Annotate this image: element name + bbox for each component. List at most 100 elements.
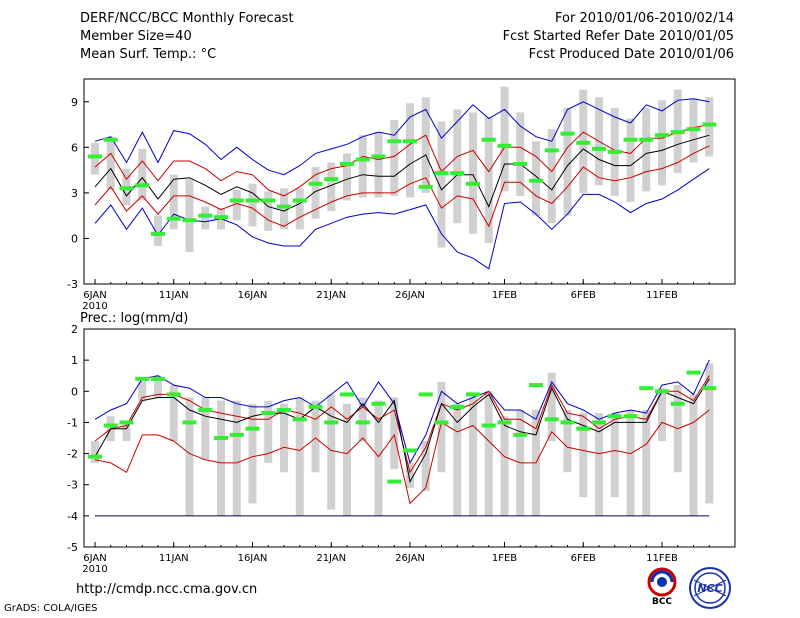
precipitation-median-22 <box>434 420 449 425</box>
temperature-ytick-label-0: -3 <box>67 278 78 291</box>
grads-credit: GrADS: COLA/IGES <box>4 603 98 614</box>
precipitation-box-9 <box>232 400 241 516</box>
temperature-median-8 <box>214 215 228 220</box>
temperature-median-18 <box>371 154 386 159</box>
precipitation-median-11 <box>261 411 276 416</box>
precipitation-median-28 <box>529 383 543 388</box>
temperature-median-37 <box>670 130 685 135</box>
temperature-ytick-label-4: 9 <box>71 96 78 109</box>
precipitation-median-29 <box>544 417 559 422</box>
precipitation-median-38 <box>686 370 701 375</box>
precipitation-median-4 <box>151 376 165 381</box>
temperature-box-21 <box>421 97 430 193</box>
precipitation-box-16 <box>343 403 351 516</box>
temperature-box-27 <box>516 112 525 196</box>
temperature-xtick-label-1: 11JAN <box>159 290 189 301</box>
temperature-median-26 <box>497 143 512 148</box>
temperature-median-22 <box>434 171 449 176</box>
precipitation-xtick-label-3: 21JAN <box>316 553 346 564</box>
precipitation-box-22 <box>437 381 446 473</box>
precip-title: Prec.: log(mm/d) <box>80 311 188 326</box>
precipitation-year-label: 2010 <box>82 564 107 575</box>
temperature-box-36 <box>658 100 666 186</box>
produced-date-label: Fcst Produced Date 2010/01/06 <box>528 47 734 62</box>
ncc-logo-text: NCC <box>697 582 722 595</box>
temperature-median-13 <box>292 198 307 203</box>
temperature-box-0 <box>91 142 99 175</box>
precipitation-box-11 <box>264 400 273 463</box>
temperature-box-11 <box>264 191 273 231</box>
temperature-median-23 <box>450 171 465 176</box>
precipitation-median-16 <box>340 392 354 397</box>
temperature-median-29 <box>544 148 559 153</box>
precipitation-median-3 <box>135 376 150 381</box>
precipitation-box-18 <box>374 400 383 516</box>
ncc-logo-icon: NCC <box>689 567 731 609</box>
temperature-median-32 <box>592 146 606 151</box>
precipitation-median-18 <box>371 401 386 406</box>
precipitation-box-4 <box>154 375 162 398</box>
precipitation-box-30 <box>563 409 572 473</box>
precipitation-median-39 <box>702 386 717 391</box>
source-url[interactable]: http://cmdp.ncc.cma.gov.cn <box>76 582 258 597</box>
temperature-ytick-label-3: 6 <box>71 141 78 154</box>
temperature-median-4 <box>151 231 165 236</box>
temperature-median-1 <box>103 137 118 142</box>
precipitation-ytick-label-3: -2 <box>67 448 78 461</box>
temperature-box-29 <box>547 129 556 224</box>
precipitation-box-14 <box>311 400 320 473</box>
temperature-box-12 <box>280 188 288 230</box>
temperature-median-31 <box>576 140 591 145</box>
precipitation-box-24 <box>469 397 477 516</box>
precipitation-median-34 <box>623 414 638 419</box>
precipitation-box-21 <box>421 441 430 491</box>
temperature-median-10 <box>245 198 260 203</box>
precipitation-box-32 <box>595 413 603 516</box>
temperature-median-2 <box>119 186 134 191</box>
precipitation-box-2 <box>122 422 131 442</box>
temperature-xtick-label-6: 6FEB <box>571 290 596 301</box>
precipitation-box-20 <box>406 462 414 488</box>
bcc-logo-text: BCC <box>652 597 672 607</box>
temperature-series-3 <box>94 145 710 228</box>
temperature-box-10 <box>248 183 257 227</box>
temperature-box-1 <box>106 136 115 190</box>
temperature-box-20 <box>406 103 414 198</box>
precipitation-box-15 <box>327 394 336 510</box>
variable-label: Mean Surf. Temp.: °C <box>80 47 217 62</box>
temperature-box-7 <box>201 206 210 230</box>
temperature-xtick-label-7: 11FEB <box>646 290 678 301</box>
temperature-series-4 <box>94 168 710 270</box>
precipitation-median-6 <box>182 420 197 425</box>
precipitation-ytick-label-1: -4 <box>67 510 78 523</box>
precipitation-box-3 <box>138 378 147 401</box>
precipitation-median-24 <box>466 392 480 397</box>
temperature-median-27 <box>513 162 528 167</box>
temperature-median-14 <box>308 181 323 186</box>
temperature-median-7 <box>198 213 213 218</box>
temperature-box-22 <box>437 121 446 248</box>
temperature-box-4 <box>154 215 162 247</box>
precipitation-median-13 <box>292 417 307 422</box>
temperature-median-38 <box>686 127 701 132</box>
temperature-series-2 <box>94 134 710 212</box>
temperature-median-12 <box>277 204 291 209</box>
temperature-median-16 <box>340 162 354 167</box>
temperature-median-11 <box>261 198 276 203</box>
temperature-year-label: 2010 <box>82 301 107 312</box>
temperature-ytick-label-2: 3 <box>71 187 78 200</box>
temperature-median-9 <box>229 198 244 203</box>
temperature-box-39 <box>705 97 714 157</box>
precipitation-median-14 <box>308 404 323 409</box>
precipitation-median-17 <box>355 420 370 425</box>
precipitation-box-35 <box>642 409 651 516</box>
precipitation-median-23 <box>450 404 465 409</box>
temperature-box-6 <box>185 179 194 253</box>
precipitation-median-30 <box>560 420 575 425</box>
precipitation-xtick-label-7: 11FEB <box>646 553 678 564</box>
precipitation-box-7 <box>201 397 210 460</box>
temperature-box-15 <box>327 162 336 212</box>
temperature-median-19 <box>387 139 402 144</box>
precipitation-median-37 <box>670 401 685 406</box>
